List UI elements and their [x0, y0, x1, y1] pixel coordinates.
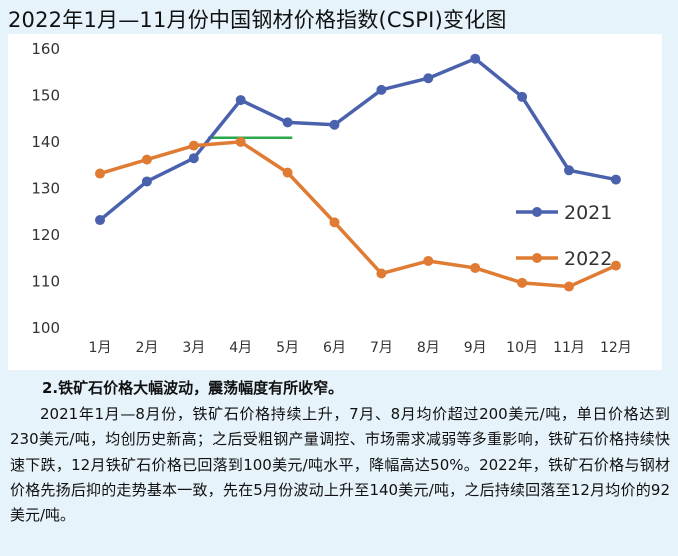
- data-point-2022: [610, 260, 621, 271]
- data-point-2022: [235, 136, 246, 147]
- y-tick-label: 150: [31, 87, 60, 105]
- x-tick-label: 2月: [135, 340, 158, 356]
- data-point-2022: [282, 167, 293, 178]
- x-tick-label: 9月: [464, 340, 487, 356]
- legend-label-2021: 2021: [564, 202, 612, 224]
- x-tick-label: 7月: [370, 340, 393, 356]
- data-point-2021: [141, 176, 152, 187]
- y-tick-label: 120: [31, 226, 60, 244]
- data-point-2021: [95, 215, 105, 226]
- data-point-2022: [376, 268, 387, 279]
- x-tick-label: 10月: [506, 340, 538, 356]
- series-line-2021: [98, 56, 617, 222]
- data-point-2022: [329, 217, 340, 228]
- x-tick-label: 12月: [600, 340, 632, 356]
- legend-marker-2021: [532, 207, 542, 217]
- chart-area: 100 110 120 130 140 150 160 1月 2月 3月 4月 5月 6月 7月 8月 9月 1…: [8, 34, 662, 370]
- x-tick-label: 11月: [553, 340, 585, 356]
- x-tick-label: 1月: [89, 340, 112, 356]
- data-point-2021: [423, 73, 434, 84]
- data-point-2022: [423, 255, 434, 266]
- data-point-2022: [564, 281, 574, 292]
- y-tick-label: 100: [31, 319, 60, 337]
- data-point-2021: [470, 53, 481, 64]
- data-point-2021: [329, 119, 340, 130]
- data-point-2021: [235, 95, 246, 106]
- legend-marker-2022: [532, 253, 542, 263]
- data-point-2021: [564, 165, 574, 176]
- data-point-2022: [95, 168, 105, 179]
- data-point-2022: [188, 140, 199, 151]
- chart-title: 2022年1月—11月份中国钢材价格指数(CSPI)变化图: [8, 8, 507, 32]
- line-chart: 100 110 120 130 140 150 160 1月 2月 3月 4月 5月 6月 7月 8月 9月 1…: [31, 40, 632, 356]
- legend-label-2022: 2022: [564, 248, 612, 270]
- x-tick-label: 4月: [229, 340, 252, 356]
- data-point-2022: [517, 277, 528, 288]
- series-line-2022: [99, 140, 617, 289]
- data-point-2021: [610, 174, 621, 185]
- data-point-2021: [517, 91, 528, 102]
- data-point-2022: [141, 154, 152, 165]
- y-tick-label: 110: [31, 273, 60, 291]
- data-point-2021: [376, 84, 387, 95]
- section-heading: 2.铁矿石价格大幅波动，震荡幅度有所收窄。: [42, 379, 344, 397]
- y-tick-label: 130: [31, 180, 60, 198]
- x-tick-label: 5月: [276, 340, 299, 356]
- body-paragraph: 2021年1月—8月份，铁矿石价格持续上升，7月、8月均价超过200美元/吨，单…: [10, 405, 670, 525]
- x-tick-label: 6月: [323, 340, 346, 356]
- data-point-2021: [282, 117, 293, 128]
- y-tick-label: 140: [31, 133, 60, 151]
- data-point-2022: [470, 262, 481, 273]
- x-tick-label: 8月: [417, 340, 440, 356]
- y-tick-label: 160: [31, 40, 60, 58]
- x-tick-label: 3月: [182, 340, 205, 356]
- data-point-2021: [188, 153, 199, 164]
